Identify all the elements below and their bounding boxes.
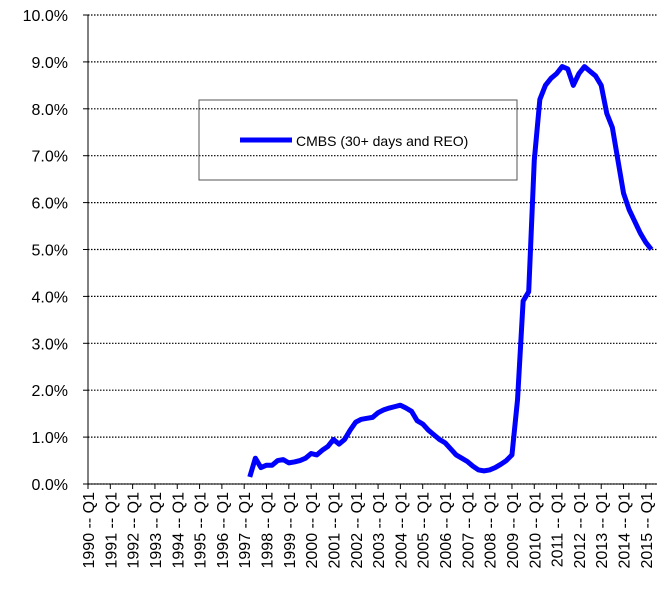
x-tick-label: 1992 -- Q1 [126,492,143,569]
x-tick-label: 1995 -- Q1 [193,492,210,569]
x-tick-label: 2011 -- Q1 [550,492,567,567]
x-tick-label: 2012 -- Q1 [572,492,589,569]
x-tick-label: 2002 -- Q1 [349,492,366,569]
x-tick-label: 1991 -- Q1 [103,492,120,569]
x-tick-label: 2009 -- Q1 [505,492,522,569]
y-tick-label: 6.0% [32,196,68,213]
y-tick-label: 5.0% [32,243,68,260]
x-tick-label: 1990 -- Q1 [81,492,98,569]
y-tick-label: 7.0% [32,149,68,166]
y-tick-label: 9.0% [32,55,68,72]
x-tick-label: 2006 -- Q1 [438,492,455,569]
y-tick-label: 2.0% [32,383,68,400]
x-tick-label: 1993 -- Q1 [148,492,165,569]
y-tick-label: 10.0% [23,8,68,25]
x-tick-label: 1994 -- Q1 [170,492,187,569]
x-tick-label: 2001 -- Q1 [326,492,343,569]
legend-label: CMBS (30+ days and REO) [296,133,468,149]
x-tick-label: 2010 -- Q1 [527,492,544,569]
y-tick-label: 4.0% [32,289,68,306]
x-tick-label: 1998 -- Q1 [260,492,277,569]
y-tick-label: 8.0% [32,102,68,119]
data-line [247,64,654,478]
y-tick-label: 1.0% [32,430,68,447]
x-tick-label: 2014 -- Q1 [617,492,634,569]
x-tick-label: 1999 -- Q1 [282,492,299,569]
x-tick-label: 2008 -- Q1 [483,492,500,569]
x-tick-label: 2003 -- Q1 [371,492,388,569]
x-tick-label: 2004 -- Q1 [393,492,410,569]
x-tick-label: 2000 -- Q1 [304,492,321,569]
y-tick-label: 3.0% [32,336,68,353]
x-tick-label: 2007 -- Q1 [460,492,477,569]
y-tick-label: 0.0% [32,477,68,494]
x-tick-label: 2015 -- Q1 [639,492,656,569]
x-tick-label: 1996 -- Q1 [215,492,232,569]
x-tick-label: 1997 -- Q1 [237,492,254,569]
x-tick-label: 2005 -- Q1 [416,492,433,569]
x-tick-label: 2013 -- Q1 [594,492,611,569]
